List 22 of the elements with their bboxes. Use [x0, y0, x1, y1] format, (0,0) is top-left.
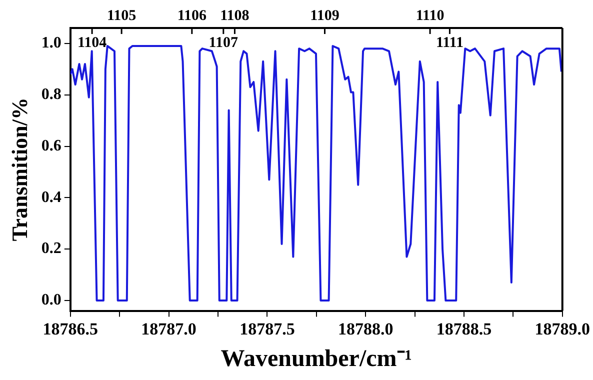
text: 1106 [177, 8, 207, 24]
annotation: 1104 [77, 34, 108, 51]
y-tick-label: 0.4 [41, 188, 62, 206]
x-tick-label: 18788.5 [436, 319, 492, 338]
text: 1110 [416, 8, 444, 24]
y-tick-label: 1.0 [41, 34, 62, 52]
text: 1105 [106, 8, 136, 24]
y-tick-label: 0.0 [41, 292, 62, 309]
y-tick-label: 0.2 [41, 240, 62, 258]
x-tick-label: 18787.5 [240, 319, 295, 338]
x-tick-label: 18789.0 [534, 319, 590, 338]
x-tick-label: 18786.5 [42, 319, 98, 338]
text: 1109 [310, 8, 340, 24]
y-axis-title: Transmition/% [6, 97, 32, 242]
annotation: 1107 [208, 34, 238, 51]
annotation: 1111 [436, 34, 464, 51]
text: 1108 [220, 8, 250, 24]
x-tick-label: 18788.0 [338, 319, 394, 338]
y-tick-label: 0.6 [41, 137, 62, 154]
y-tick-label: 0.8 [41, 86, 62, 103]
x-axis-title: Wavenumber/cm⁻¹ [220, 346, 412, 372]
x-tick-label: 18787.0 [141, 319, 196, 338]
